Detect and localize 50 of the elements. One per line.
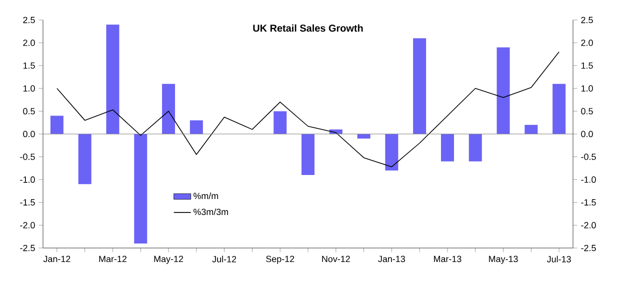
y2-tick-label: 0.0 [23, 130, 35, 138]
y2-tick-label: 1.5 [23, 62, 35, 69]
y-tick-label: -1.0 [581, 176, 596, 183]
bar [496, 47, 510, 134]
x-tick-label: Nov-12 [322, 256, 350, 262]
bar [162, 84, 176, 134]
y2-tick-label: 1.0 [23, 85, 35, 92]
bar [552, 84, 566, 134]
y-tick-label: 2.5 [581, 16, 593, 24]
y-tick-label: 1.5 [581, 62, 593, 69]
bar [302, 134, 315, 176]
bar [50, 116, 64, 134]
bar [524, 124, 538, 134]
y-tick-label: 0.0 [581, 130, 593, 138]
x-tick-label: Mar-12 [99, 256, 126, 262]
y2-tick-label: -1.5 [20, 199, 35, 206]
y-tick-label: -2.0 [581, 222, 596, 228]
chart-title: UK Retail Sales Growth [253, 24, 363, 32]
x-tick-label: May-13 [489, 256, 518, 264]
y2-tick-label: -0.5 [20, 154, 35, 160]
y2-tick-label: 0.5 [23, 108, 35, 114]
legend-label: %3m/3m [194, 208, 228, 216]
legend-label: %m/m [194, 192, 218, 200]
y-tick-label: 0.5 [581, 108, 593, 114]
y-tick-label: -2.5 [581, 244, 596, 252]
x-tick-label: May-12 [154, 256, 184, 264]
y2-tick-label: 2.0 [23, 40, 35, 46]
x-tick-label: Jul-12 [212, 256, 236, 262]
bar [190, 120, 203, 134]
bar [385, 134, 398, 170]
x-tick-label: Jan-12 [43, 256, 70, 262]
y2-tick-label: 2.5 [23, 16, 35, 24]
x-tick-label: Jul-13 [546, 256, 571, 262]
bar [440, 134, 454, 162]
y2-tick-label: -1.0 [20, 176, 35, 183]
x-tick-label: Sep-12 [266, 256, 294, 264]
bar [274, 111, 287, 134]
y2-tick-label: -2.5 [20, 244, 35, 252]
y-tick-label: 2.0 [581, 40, 593, 46]
y2-tick-label: -2.0 [20, 222, 35, 228]
y-tick-label: -1.5 [581, 199, 596, 206]
x-tick-label: Jan-13 [378, 256, 405, 262]
y-tick-label: -0.5 [581, 154, 596, 160]
bar [468, 134, 482, 162]
bar [78, 134, 92, 184]
bar [134, 134, 148, 244]
x-tick-label: Mar-13 [434, 256, 462, 262]
bar [413, 38, 426, 134]
bar [106, 24, 120, 134]
y-tick-label: 1.0 [581, 85, 593, 92]
